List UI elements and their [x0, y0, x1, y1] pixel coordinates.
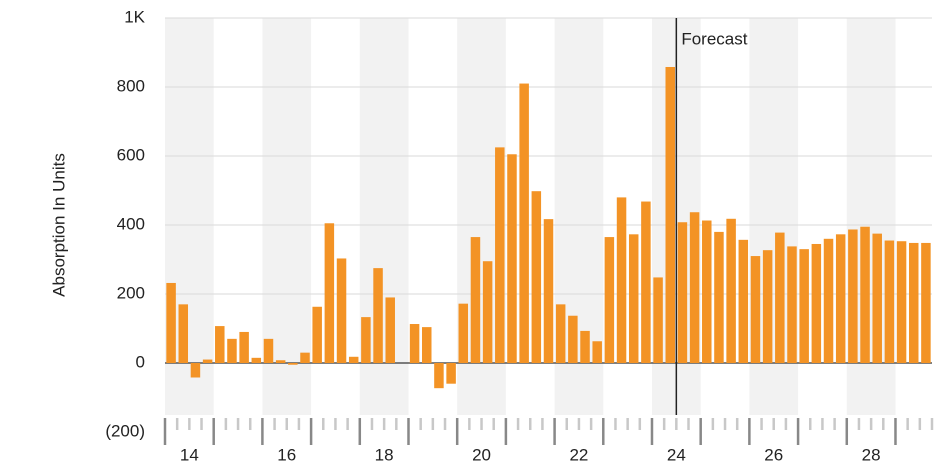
bar	[835, 234, 846, 363]
bar	[458, 303, 469, 363]
bar	[190, 363, 201, 378]
bar	[288, 363, 298, 365]
bar	[616, 197, 627, 363]
bar	[215, 326, 225, 363]
bar	[787, 246, 797, 363]
bar	[434, 363, 444, 389]
bar	[738, 239, 749, 363]
bar	[555, 304, 566, 363]
bar	[470, 237, 481, 363]
bar	[689, 212, 700, 363]
forecast-label: Forecast	[681, 29, 747, 48]
y-tick-label: (200)	[105, 421, 145, 440]
bar	[251, 357, 262, 363]
bar	[263, 338, 274, 363]
bar	[811, 243, 822, 363]
x-tick-label: 14	[180, 445, 199, 464]
bar	[896, 241, 907, 363]
bar	[641, 201, 651, 363]
x-tick-label: 22	[569, 445, 588, 464]
bar	[239, 331, 249, 363]
bar	[860, 226, 870, 363]
y-tick-label: 800	[117, 76, 145, 95]
bar	[908, 242, 919, 363]
bar	[336, 258, 347, 363]
bar	[580, 330, 590, 363]
bar	[628, 234, 639, 363]
bar	[422, 327, 432, 363]
bar	[653, 277, 663, 363]
bar	[921, 242, 931, 363]
bar	[519, 83, 529, 364]
y-tick-label: 600	[117, 145, 145, 164]
bar	[702, 220, 712, 363]
bar	[482, 261, 493, 363]
bar	[227, 338, 237, 363]
y-tick-label: 200	[117, 283, 145, 302]
bar	[300, 352, 310, 363]
bar	[495, 147, 505, 363]
y-axis-label: Absorption In Units	[49, 153, 68, 297]
bar	[531, 191, 542, 363]
x-tick-label: 28	[862, 445, 881, 464]
x-tick-label: 16	[277, 445, 296, 464]
bar	[361, 317, 371, 363]
x-tick-label: 24	[667, 445, 686, 464]
bar	[312, 306, 322, 363]
bar	[750, 256, 761, 363]
x-tick-label: 18	[375, 445, 394, 464]
bar	[665, 66, 675, 364]
bar	[823, 238, 834, 363]
bar	[799, 249, 809, 363]
bar	[202, 359, 213, 363]
y-tick-label: 400	[117, 214, 145, 233]
bar	[714, 231, 724, 363]
bar	[507, 154, 517, 363]
bar	[373, 268, 383, 363]
bar	[884, 240, 895, 363]
x-tick-label: 26	[764, 445, 783, 464]
bar	[385, 297, 395, 363]
bar	[604, 237, 615, 363]
bar	[592, 341, 602, 363]
bar	[543, 219, 554, 363]
bar	[324, 223, 335, 363]
bar	[726, 218, 736, 363]
bar	[446, 363, 456, 384]
bar	[166, 282, 176, 363]
bar	[409, 324, 420, 363]
bar	[348, 356, 359, 363]
y-tick-label: 1K	[124, 7, 145, 26]
bar	[275, 360, 286, 363]
bar	[775, 232, 785, 363]
bar	[178, 304, 189, 363]
y-tick-label: 0	[136, 352, 145, 371]
bar	[762, 250, 773, 363]
bar	[848, 229, 858, 363]
bar	[872, 233, 882, 363]
bar	[568, 315, 578, 363]
x-tick-label: 20	[472, 445, 491, 464]
bar	[677, 222, 688, 363]
